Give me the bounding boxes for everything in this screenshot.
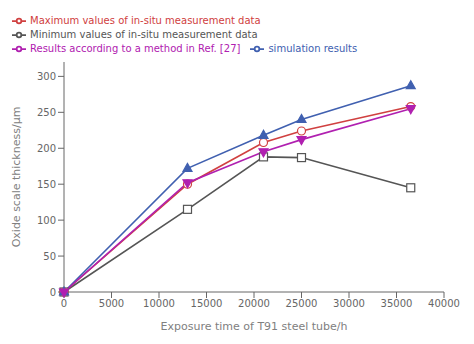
svg-text:50: 50 bbox=[43, 251, 56, 262]
html-text:Minimum values of in-situ meas: Minimum values of in-situ measurement da… bbox=[30, 29, 258, 40]
svg-text:250: 250 bbox=[37, 107, 56, 118]
svg-text:25000: 25000 bbox=[286, 298, 318, 309]
svg-text:10000: 10000 bbox=[143, 298, 175, 309]
svg-text:100: 100 bbox=[37, 215, 56, 226]
svg-text:0: 0 bbox=[50, 287, 56, 298]
svg-text:20000: 20000 bbox=[238, 298, 270, 309]
html-text:Maximum values of in-situ meas: Maximum values of in-situ measurement da… bbox=[30, 15, 261, 26]
svg-text:150: 150 bbox=[37, 179, 56, 190]
svg-text:30000: 30000 bbox=[333, 298, 365, 309]
svg-text:200: 200 bbox=[37, 143, 56, 154]
svg-text:Oxide scale thickness/μm: Oxide scale thickness/μm bbox=[10, 107, 23, 248]
svg-text:40000: 40000 bbox=[428, 298, 460, 309]
svg-text:Exposure time of T91 steel tub: Exposure time of T91 steel tube/h bbox=[161, 320, 348, 333]
svg-text:300: 300 bbox=[37, 71, 56, 82]
svg-text:0: 0 bbox=[61, 298, 67, 309]
svg-text:5000: 5000 bbox=[99, 298, 124, 309]
html-text:simulation results: simulation results bbox=[268, 43, 358, 54]
svg-text:15000: 15000 bbox=[191, 298, 223, 309]
html-text:Results according to a method: Results according to a method in Ref. [2… bbox=[30, 43, 241, 54]
svg-text:35000: 35000 bbox=[381, 298, 413, 309]
